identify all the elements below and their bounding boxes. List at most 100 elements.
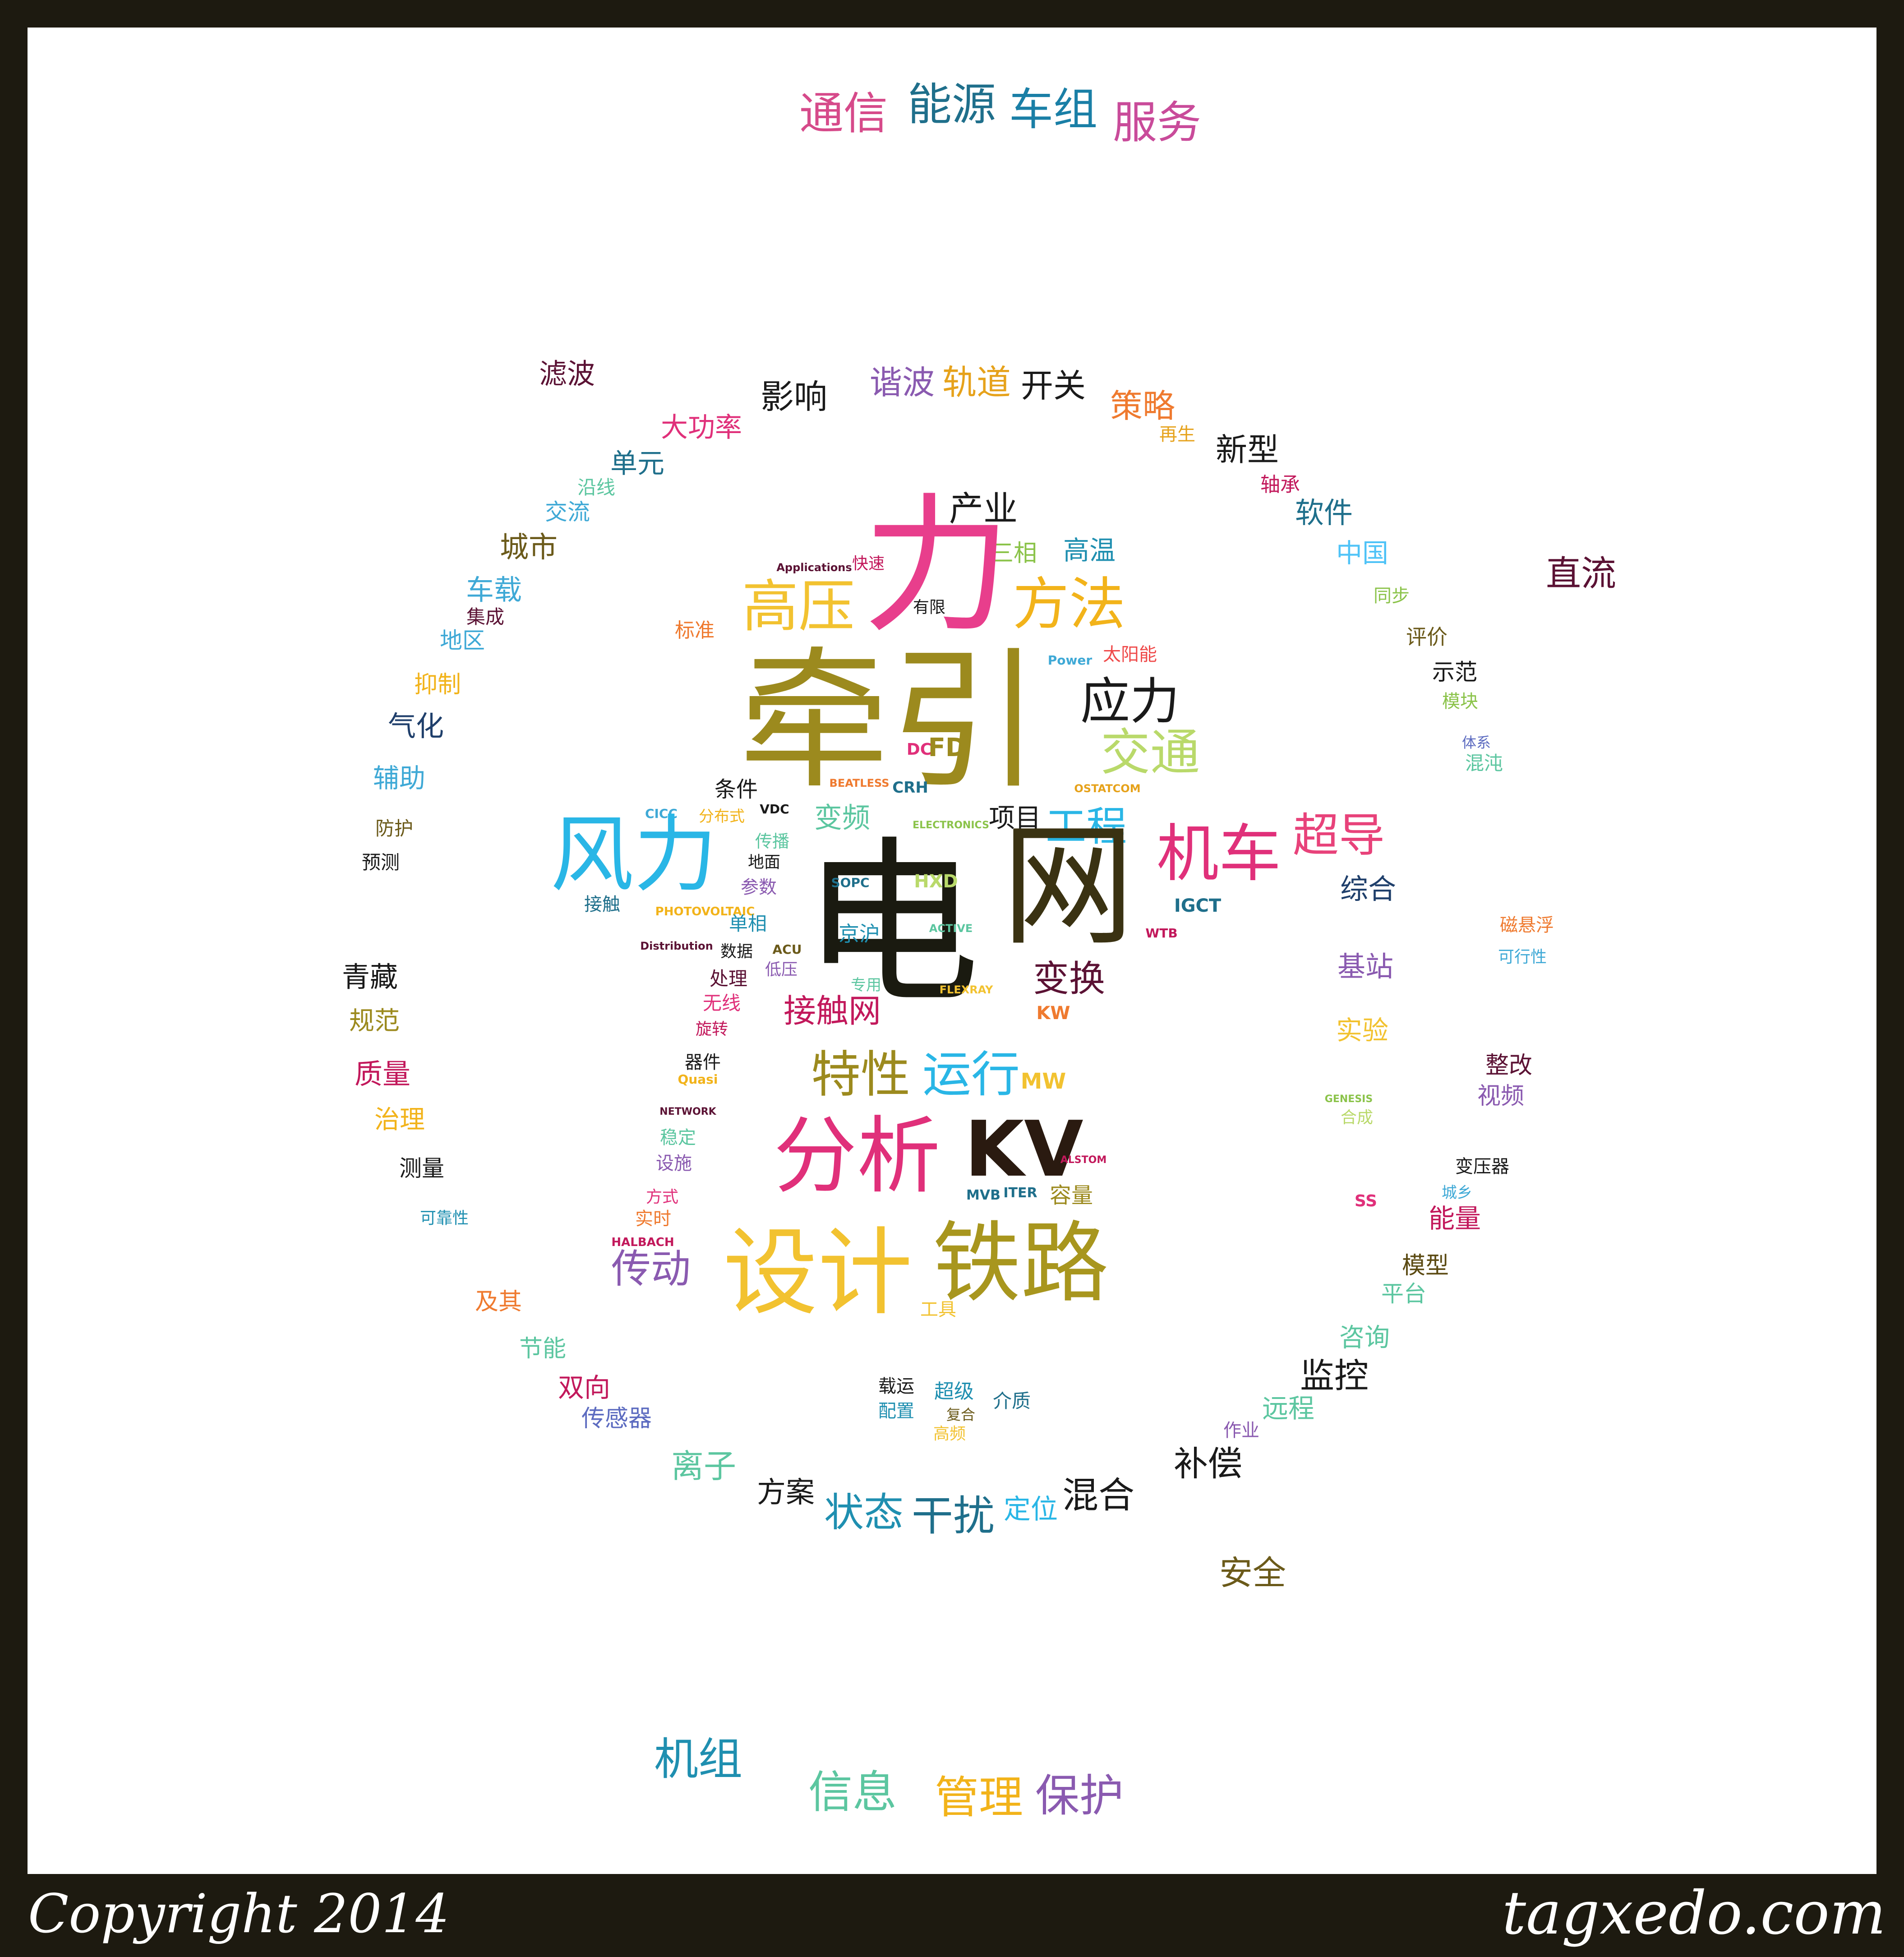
cloud-word: 有限 <box>913 598 946 617</box>
cloud-word: KW <box>1036 1003 1070 1024</box>
cloud-word: 配置 <box>878 1401 914 1422</box>
cloud-word: MW <box>1020 1069 1066 1094</box>
cloud-word: SS <box>1354 1192 1378 1210</box>
cloud-word: 离子 <box>671 1447 737 1485</box>
cloud-word: 京沪 <box>839 922 880 946</box>
cloud-word: 单相 <box>728 913 767 935</box>
cloud-word: 保护 <box>1035 1770 1124 1822</box>
cloud-word: 城市 <box>500 531 558 564</box>
cloud-word: 开关 <box>1020 367 1086 405</box>
site-link[interactable]: tagxedo.com <box>1502 1879 1886 1948</box>
cloud-word: 高温 <box>1063 535 1116 566</box>
cloud-word: 作业 <box>1223 1420 1259 1441</box>
cloud-word: SOPC <box>831 875 870 890</box>
cloud-word: 信息 <box>808 1767 897 1818</box>
cloud-word: 低压 <box>765 960 798 979</box>
cloud-word: 模型 <box>1401 1252 1449 1279</box>
cloud-word: 沿线 <box>577 476 616 498</box>
cloud-word: HXD <box>914 871 958 892</box>
cloud-word: FD <box>928 733 967 762</box>
cloud-word: 地区 <box>440 628 485 654</box>
cloud-word: 无线 <box>702 992 741 1014</box>
cloud-word: 辅助 <box>373 763 426 794</box>
cloud-word: 整改 <box>1485 1052 1533 1079</box>
cloud-word: 规范 <box>349 1006 400 1036</box>
cloud-word: ELECTRONICS <box>913 820 989 831</box>
cloud-word: 高频 <box>933 1425 966 1443</box>
cloud-word: 专用 <box>851 976 881 994</box>
cloud-word: 接触网 <box>783 992 881 1030</box>
cloud-word: 方法 <box>1013 572 1125 637</box>
cloud-word: IGCT <box>1174 895 1222 916</box>
cloud-word: 牵引 <box>738 633 1041 810</box>
cloud-word: 干扰 <box>911 1492 995 1540</box>
cloud-word: FLEXRAY <box>939 983 993 996</box>
cloud-word: 电 <box>802 821 980 1029</box>
copyright-text: Copyright 2014 <box>28 1883 450 1945</box>
cloud-word: 视频 <box>1477 1083 1525 1110</box>
cloud-word: 补偿 <box>1174 1444 1242 1484</box>
cloud-word: 稳定 <box>660 1127 696 1148</box>
cloud-word: 力 <box>862 480 1011 653</box>
cloud-word: OSTATCOM <box>1074 782 1141 795</box>
cloud-word: 变频 <box>814 801 871 834</box>
cloud-word: 定位 <box>1004 1494 1058 1525</box>
cloud-word: 新型 <box>1216 431 1279 468</box>
cloud-word: NETWORK <box>659 1106 716 1117</box>
cloud-word: 标准 <box>675 619 715 642</box>
cloud-word: 基站 <box>1337 950 1394 983</box>
cloud-word: 单元 <box>610 448 664 480</box>
cloud-word: 载运 <box>878 1376 914 1397</box>
cloud-word: 机车 <box>1156 817 1282 890</box>
cloud-word: 气化 <box>387 710 444 743</box>
cloud-word: Power <box>1047 653 1093 668</box>
cloud-word: 及其 <box>475 1288 522 1315</box>
cloud-word: 滤波 <box>539 357 595 390</box>
cloud-word: 高压 <box>742 574 855 640</box>
cloud-word: VDC <box>760 802 789 817</box>
cloud-word: 影响 <box>761 378 827 416</box>
cloud-word: Distribution <box>640 940 713 952</box>
cloud-word: WTB <box>1145 926 1178 941</box>
cloud-word: 实时 <box>635 1209 671 1229</box>
cloud-word: CICC <box>645 806 678 821</box>
cloud-word: Applications <box>776 561 852 574</box>
cloud-word: 实验 <box>1336 1015 1389 1046</box>
cloud-word: 设施 <box>656 1153 692 1174</box>
cloud-word: 运行 <box>922 1047 1020 1103</box>
cloud-word: 铁路 <box>933 1212 1109 1315</box>
cloud-word: 应力 <box>1080 673 1180 730</box>
cloud-word: 混沌 <box>1465 752 1503 774</box>
cloud-word: 节能 <box>519 1335 567 1362</box>
cloud-word: 介质 <box>992 1390 1031 1412</box>
cloud-word: 城乡 <box>1442 1184 1472 1202</box>
cloud-word: 平台 <box>1381 1281 1426 1307</box>
cloud-word: 数据 <box>720 942 753 961</box>
cloud-word: 治理 <box>374 1105 425 1135</box>
cloud-word: 监控 <box>1300 1356 1369 1396</box>
cloud-word: 直流 <box>1545 554 1617 594</box>
cloud-word: 快速 <box>852 554 885 573</box>
cloud-word: 大功率 <box>661 412 742 443</box>
cloud-word: ACTIVE <box>929 922 973 935</box>
cloud-word: 能源 <box>907 79 996 130</box>
cloud-word: 参数 <box>741 877 777 898</box>
cloud-word: 三相 <box>990 540 1037 567</box>
cloud-word: 接触 <box>584 894 620 915</box>
cloud-word: 传播 <box>755 831 790 851</box>
cloud-word: 磁悬浮 <box>1500 915 1554 936</box>
cloud-word: 轨道 <box>942 362 1011 402</box>
cloud-word: 示范 <box>1432 659 1477 685</box>
cloud-word: 器件 <box>685 1052 721 1073</box>
cloud-word: 特性 <box>811 1046 910 1103</box>
cloud-word: 条件 <box>714 777 758 802</box>
cloud-word: 复合 <box>946 1406 976 1423</box>
cloud-word: 远程 <box>1262 1393 1315 1424</box>
cloud-word: 再生 <box>1159 424 1195 445</box>
cloud-word: 防护 <box>375 817 414 840</box>
cloud-word: 传感器 <box>581 1405 652 1432</box>
cloud-word: 超导 <box>1293 809 1385 863</box>
cloud-word: KV <box>964 1105 1083 1194</box>
cloud-word: 抑制 <box>414 671 461 698</box>
